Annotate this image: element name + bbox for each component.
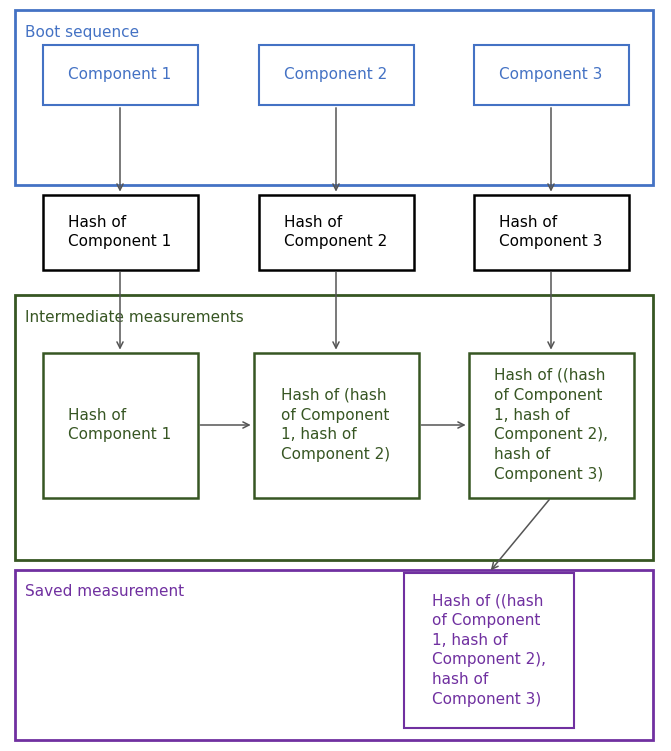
Bar [42, 45, 197, 105]
Bar [404, 572, 574, 728]
Bar [258, 195, 413, 270]
Bar [15, 295, 653, 560]
Text: Hash of ((hash
of Component
1, hash of
Component 2),
hash of
Component 3): Hash of ((hash of Component 1, hash of C… [494, 368, 608, 482]
Text: Hash of
Component 2: Hash of Component 2 [285, 215, 388, 249]
Bar [254, 352, 419, 497]
Text: Hash of
Component 3: Hash of Component 3 [499, 215, 603, 249]
Bar [258, 45, 413, 105]
Bar [474, 195, 629, 270]
Text: Hash of
Component 1: Hash of Component 1 [68, 408, 172, 442]
Text: Component 1: Component 1 [68, 68, 172, 83]
Text: Saved measurement: Saved measurement [25, 584, 184, 599]
Bar [15, 570, 653, 740]
Text: Hash of (hash
of Component
1, hash of
Component 2): Hash of (hash of Component 1, hash of Co… [281, 388, 391, 462]
Text: Component 2: Component 2 [285, 68, 388, 83]
Text: Boot sequence: Boot sequence [25, 25, 139, 40]
Text: Hash of
Component 1: Hash of Component 1 [68, 215, 172, 249]
Bar [468, 352, 633, 497]
Bar [42, 195, 197, 270]
Bar [42, 352, 197, 497]
Text: Component 3: Component 3 [499, 68, 603, 83]
Bar [474, 45, 629, 105]
Text: Intermediate measurements: Intermediate measurements [25, 309, 244, 324]
Bar [15, 10, 653, 185]
Text: Hash of ((hash
of Component
1, hash of
Component 2),
hash of
Component 3): Hash of ((hash of Component 1, hash of C… [432, 593, 546, 707]
